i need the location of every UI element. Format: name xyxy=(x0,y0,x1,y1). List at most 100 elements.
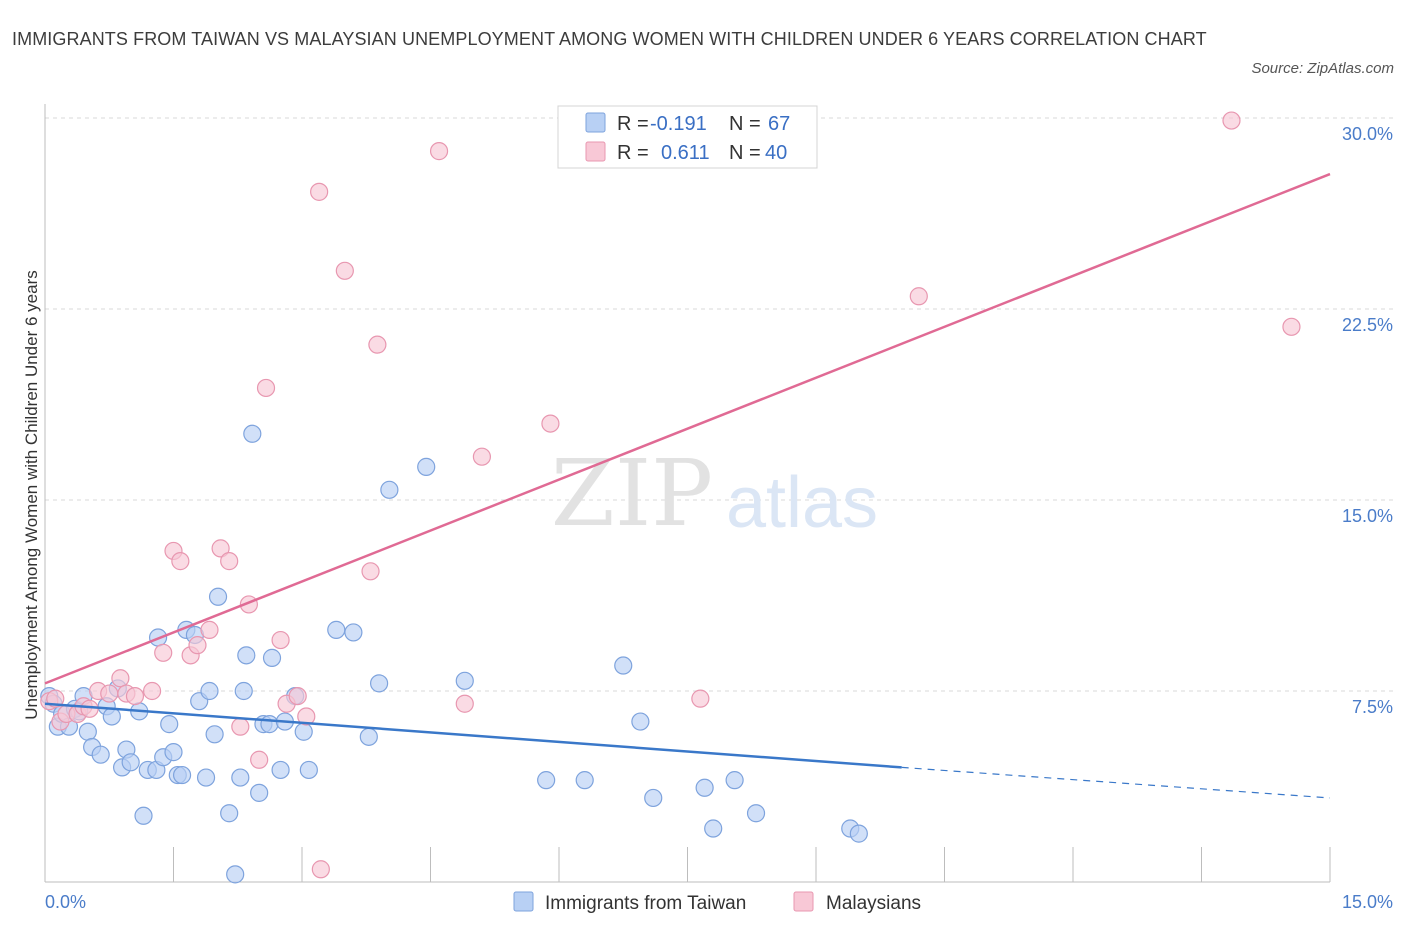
malaysian-point-36 xyxy=(472,447,491,466)
taiwan-point-35 xyxy=(226,865,245,884)
malaysian-point-34 xyxy=(429,142,449,161)
taiwan-point-54 xyxy=(417,457,436,476)
malaysian-point-12 xyxy=(142,681,162,701)
taiwan-point-62 xyxy=(704,819,723,838)
malaysian-point-18 xyxy=(200,620,219,639)
legend-r-value-taiwan: -0.191 xyxy=(650,113,707,135)
taiwan-point-34 xyxy=(220,804,239,823)
malaysian-point-31 xyxy=(335,261,354,280)
trend-line-malaysian xyxy=(44,172,1331,685)
series-legend-label-malaysian: Malaysians xyxy=(826,893,921,914)
trend-line-taiwan xyxy=(44,702,902,769)
malaysian-point-32 xyxy=(361,562,380,581)
y-tick-labels: 7.5% 15.0% 22.5% 30.0% xyxy=(1342,124,1393,717)
legend-r-label-malaysian: R = xyxy=(617,142,649,164)
taiwan-point-47 xyxy=(294,722,313,741)
taiwan-point-63 xyxy=(725,771,744,790)
taiwan-point-38 xyxy=(237,646,256,665)
malaysian-point-15 xyxy=(171,552,190,571)
series-legend-swatch-malaysian xyxy=(793,891,814,912)
taiwan-point-51 xyxy=(359,727,378,746)
x-tick-label-max: 15.0% xyxy=(1342,892,1393,912)
malaysian-point-33 xyxy=(368,335,387,354)
taiwan-point-8 xyxy=(78,722,97,741)
y-tick-label-2: 22.5% xyxy=(1342,315,1393,335)
taiwan-point-32 xyxy=(205,725,224,744)
taiwan-point-39 xyxy=(243,424,262,443)
series-legend-swatch-taiwan xyxy=(513,891,534,912)
taiwan-point-31 xyxy=(200,681,219,701)
taiwan-point-37 xyxy=(234,681,253,701)
taiwan-point-12 xyxy=(102,707,121,726)
malaysian-point-24 xyxy=(256,378,276,398)
taiwan-point-55 xyxy=(455,671,474,690)
legend-swatch-taiwan xyxy=(585,112,606,133)
trend-lines xyxy=(44,172,1331,799)
malaysian-point-25 xyxy=(271,630,290,650)
y-tick-label-1: 15.0% xyxy=(1342,506,1393,526)
legend-n-value-taiwan: 67 xyxy=(768,113,790,135)
taiwan-point-24 xyxy=(164,743,183,762)
legend-n-value-malaysian: 40 xyxy=(765,142,787,164)
malaysian-point-38 xyxy=(691,689,710,708)
taiwan-point-61 xyxy=(695,778,714,797)
taiwan-point-23 xyxy=(160,715,179,734)
x-tick-label-min: 0.0% xyxy=(45,892,86,912)
legend-r-label-taiwan: R = xyxy=(617,113,649,135)
y-axis-label: Unemployment Among Women with Children U… xyxy=(22,270,41,719)
malaysian-point-19 xyxy=(211,539,230,558)
taiwan-point-33 xyxy=(208,587,228,606)
legend-swatch-malaysian xyxy=(585,141,606,162)
malaysian-point-37 xyxy=(541,414,560,433)
taiwan-point-66 xyxy=(849,824,868,843)
taiwan-point-43 xyxy=(262,648,282,667)
malaysian-point-6 xyxy=(80,699,99,718)
watermark-zip: ZIP xyxy=(551,440,713,547)
trend-line-taiwan-extension xyxy=(901,766,1331,799)
taiwan-point-42 xyxy=(260,715,279,734)
legend-r-value-malaysian: 0.611 xyxy=(661,142,710,164)
taiwan-point-10 xyxy=(91,745,110,764)
watermark: ZIP atlas xyxy=(551,440,878,547)
taiwan-point-58 xyxy=(614,656,633,675)
taiwan-point-60 xyxy=(644,788,663,808)
chart-source: Source: ZipAtlas.com xyxy=(1251,60,1394,77)
taiwan-point-30 xyxy=(196,768,216,787)
taiwan-point-49 xyxy=(327,620,346,639)
taiwan-point-52 xyxy=(370,674,389,693)
taiwan-point-16 xyxy=(121,753,140,772)
malaysian-point-9 xyxy=(111,669,130,688)
malaysian-point-23 xyxy=(250,750,269,769)
malaysian-point-40 xyxy=(1222,111,1241,130)
x-tick-labels: 0.0% 15.0% xyxy=(45,892,1393,912)
taiwan-point-26 xyxy=(172,765,192,785)
taiwan-point-36 xyxy=(231,768,250,787)
malaysian-point-29 xyxy=(311,860,330,879)
taiwan-point-64 xyxy=(746,804,766,823)
taiwan-point-40 xyxy=(250,783,269,802)
malaysian-point-13 xyxy=(154,643,173,662)
malaysian-point-8 xyxy=(100,684,119,703)
malaysian-point-27 xyxy=(288,686,307,706)
axes xyxy=(44,104,1331,883)
malaysian-point-1 xyxy=(46,689,65,708)
taiwan-point-44 xyxy=(271,760,290,780)
malaysian-point-17 xyxy=(188,636,207,655)
legend-n-label-taiwan: N = xyxy=(729,113,761,135)
taiwan-point-18 xyxy=(134,806,153,825)
taiwan-point-50 xyxy=(344,623,363,642)
y-tick-label-3: 30.0% xyxy=(1342,124,1393,144)
taiwan-point-59 xyxy=(631,712,650,731)
taiwan-point-53 xyxy=(380,480,399,499)
taiwan-point-57 xyxy=(575,771,594,790)
series-legend-label-taiwan: Immigrants from Taiwan xyxy=(545,893,746,914)
legend-n-label-malaysian: N = xyxy=(729,142,761,164)
malaysian-point-35 xyxy=(455,694,474,713)
taiwan-point-56 xyxy=(537,771,556,790)
malaysian-point-11 xyxy=(125,686,145,706)
correlation-legend: R = -0.191 N = 67 R = 0.611 N = 40 xyxy=(557,105,818,169)
malaysian-point-30 xyxy=(310,182,329,201)
malaysian-point-28 xyxy=(297,707,316,726)
malaysian-point-41 xyxy=(1282,317,1301,336)
